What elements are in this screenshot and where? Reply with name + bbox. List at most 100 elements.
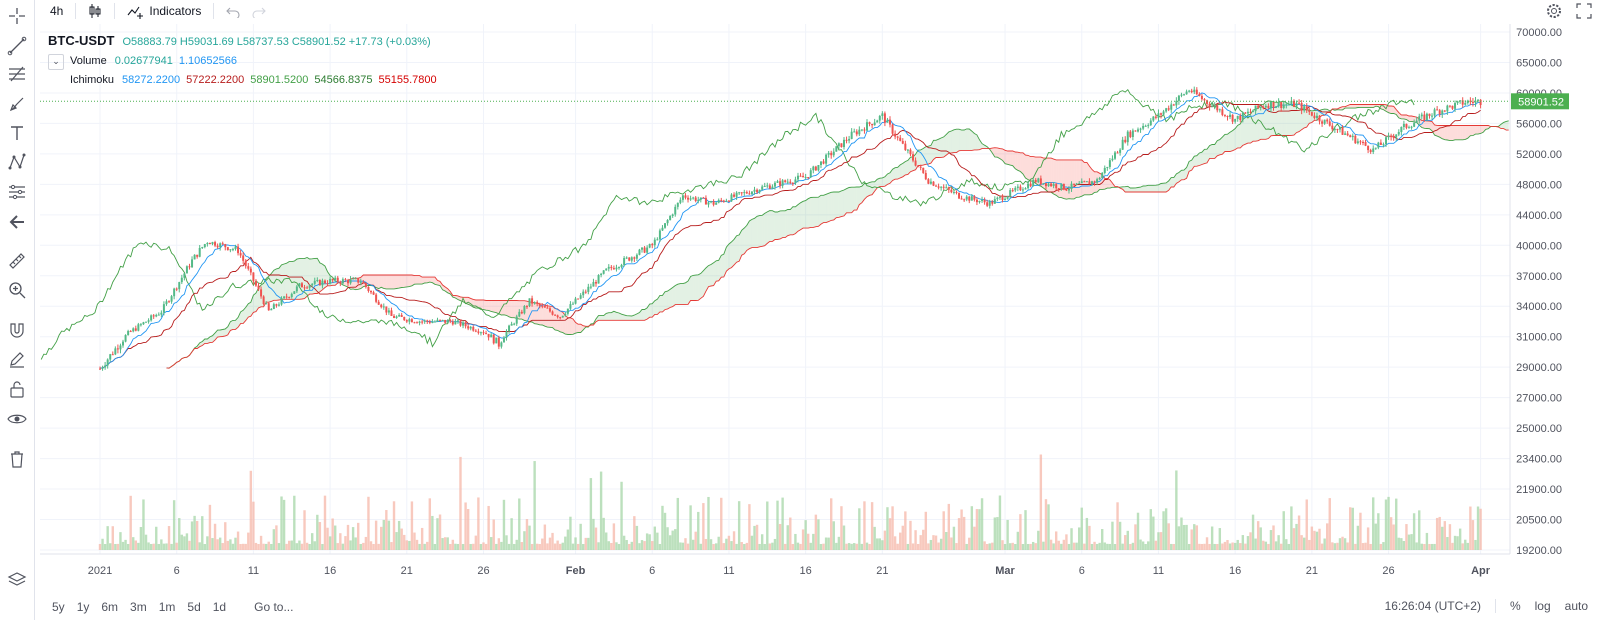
brush-icon[interactable] bbox=[7, 94, 27, 114]
price-tick-label: 34000.00 bbox=[1516, 301, 1562, 313]
indicators-button[interactable]: Indicators bbox=[149, 4, 202, 18]
volume-value-2: 1.10652566 bbox=[178, 55, 237, 67]
price-tick-label: 37000.00 bbox=[1516, 271, 1562, 283]
candles-style-icon[interactable] bbox=[88, 3, 102, 19]
price-tick-label: 19200.00 bbox=[1516, 545, 1562, 557]
candlesticks bbox=[99, 86, 1482, 371]
ichimoku-span-b-value: 55155.7800 bbox=[378, 74, 437, 86]
magnet-icon[interactable] bbox=[7, 320, 27, 340]
time-tick-label: Feb bbox=[566, 565, 586, 577]
redo-icon[interactable] bbox=[252, 4, 267, 18]
range-6m[interactable]: 6m bbox=[101, 600, 119, 614]
auto-scale-toggle[interactable]: auto bbox=[1564, 599, 1588, 613]
collapse-toggle[interactable]: ⌄ bbox=[48, 54, 64, 70]
ichimoku-chikou-value: 58901.5200 bbox=[250, 74, 309, 86]
time-tick-label: 21 bbox=[1306, 565, 1318, 577]
current-price-label: 58901.52 bbox=[1518, 96, 1564, 108]
ruler-icon[interactable] bbox=[7, 251, 27, 271]
volume-legend: ⌄ Volume 0.02677941 1.10652566 bbox=[48, 54, 237, 70]
fib-retracement-icon[interactable] bbox=[7, 64, 27, 84]
ichimoku-span-a-value: 54566.8375 bbox=[314, 74, 373, 86]
clock: 16:26:04 (UTC+2) bbox=[1384, 599, 1481, 613]
price-chart[interactable]: 70000.0065000.0060000.0056000.0052000.00… bbox=[40, 24, 1600, 594]
time-tick-label: 16 bbox=[800, 565, 812, 577]
time-tick-label: 21 bbox=[401, 565, 413, 577]
back-arrow-icon[interactable] bbox=[7, 212, 27, 232]
price-tick-label: 48000.00 bbox=[1516, 179, 1562, 191]
zoom-in-icon[interactable] bbox=[7, 280, 27, 300]
symbol-name[interactable]: BTC-USDT bbox=[48, 33, 115, 48]
volume-bars bbox=[98, 454, 1482, 550]
divider bbox=[213, 3, 215, 19]
price-tick-label: 25000.00 bbox=[1516, 423, 1562, 435]
unlock-icon[interactable] bbox=[7, 379, 27, 399]
time-tick-label: 6 bbox=[1079, 565, 1085, 577]
text-tool-icon[interactable] bbox=[7, 123, 27, 143]
range-5d[interactable]: 5d bbox=[187, 600, 201, 614]
goto-button[interactable]: Go to... bbox=[254, 600, 294, 614]
log-scale-toggle[interactable]: log bbox=[1534, 599, 1551, 613]
settings-gear-icon[interactable] bbox=[1546, 3, 1562, 19]
pattern-icon[interactable] bbox=[7, 152, 27, 172]
prediction-icon[interactable] bbox=[7, 182, 27, 202]
price-tick-label: 70000.00 bbox=[1516, 27, 1562, 39]
volume-value-1: 0.02677941 bbox=[114, 55, 173, 67]
top-toolbar: 4h Indicators bbox=[38, 0, 1600, 22]
ohlc-values: O58883.79 H59031.69 L58737.53 C58901.52 … bbox=[122, 36, 431, 48]
ichimoku-tenkan-value: 58272.2200 bbox=[122, 74, 181, 86]
price-tick-label: 29000.00 bbox=[1516, 362, 1562, 374]
indicators-icon[interactable] bbox=[127, 3, 145, 19]
time-tick-label: 11 bbox=[248, 565, 259, 577]
undo-icon[interactable] bbox=[226, 4, 240, 18]
ichimoku-legend: Ichimoku 58272.2200 57222.2200 58901.5200 54… bbox=[70, 74, 437, 86]
price-tick-label: 56000.00 bbox=[1516, 118, 1562, 130]
price-tick-label: 21900.00 bbox=[1516, 484, 1562, 496]
divider bbox=[1494, 599, 1496, 613]
time-tick-label: Apr bbox=[1471, 565, 1491, 577]
price-tick-label: 20500.00 bbox=[1516, 515, 1562, 527]
price-tick-label: 31000.00 bbox=[1516, 332, 1562, 344]
time-tick-label: 16 bbox=[1229, 565, 1241, 577]
price-tick-label: 40000.00 bbox=[1516, 240, 1562, 252]
drawing-toolbar bbox=[0, 0, 35, 620]
time-tick-label: 2021 bbox=[88, 565, 112, 577]
range-5y[interactable]: 5y bbox=[52, 600, 65, 614]
range-1m[interactable]: 1m bbox=[158, 600, 176, 614]
eye-icon[interactable] bbox=[7, 409, 27, 429]
trend-line-icon[interactable] bbox=[7, 36, 27, 56]
ichimoku-kijun-value: 57222.2200 bbox=[186, 74, 245, 86]
fullscreen-icon[interactable] bbox=[1576, 3, 1592, 19]
range-1d[interactable]: 1d bbox=[212, 600, 227, 614]
range-3m[interactable]: 3m bbox=[130, 600, 147, 614]
percent-scale-toggle[interactable]: % bbox=[1509, 599, 1521, 613]
price-tick-label: 52000.00 bbox=[1516, 149, 1562, 161]
interval-button[interactable]: 4h bbox=[50, 4, 64, 18]
price-tick-label: 27000.00 bbox=[1516, 393, 1562, 405]
layers-icon[interactable] bbox=[7, 570, 27, 590]
price-tick-label: 65000.00 bbox=[1516, 57, 1562, 69]
ichimoku-cloud bbox=[166, 100, 1509, 369]
bottom-toolbar: 5y 1y 6m 3m 1m 5d 1d Go to... 16:26:04 (… bbox=[40, 596, 1600, 618]
crosshair-icon[interactable] bbox=[7, 6, 27, 26]
divider bbox=[75, 3, 77, 19]
price-axis[interactable]: 70000.0065000.0060000.0056000.0052000.00… bbox=[1509, 24, 1600, 557]
lock-drawings-pencil-icon[interactable] bbox=[7, 349, 27, 369]
volume-label[interactable]: Volume bbox=[70, 55, 107, 67]
divider bbox=[114, 3, 116, 19]
time-tick-label: 16 bbox=[324, 565, 336, 577]
price-tick-label: 44000.00 bbox=[1516, 210, 1562, 222]
time-tick-label: 6 bbox=[649, 565, 655, 577]
time-tick-label: 26 bbox=[477, 565, 489, 577]
time-tick-label: 26 bbox=[1382, 565, 1394, 577]
time-tick-label: 21 bbox=[876, 565, 888, 577]
time-tick-label: 11 bbox=[1153, 565, 1164, 577]
time-tick-label: 11 bbox=[723, 565, 734, 577]
price-tick-label: 23400.00 bbox=[1516, 454, 1562, 466]
time-axis[interactable]: 2021 6 11 16 21 26 Feb 6 11 16 21 Mar 6 11 16 21 26 Apr bbox=[40, 553, 1510, 577]
time-tick-label: 6 bbox=[174, 565, 180, 577]
trash-icon[interactable] bbox=[7, 449, 27, 469]
range-1y[interactable]: 1y bbox=[76, 600, 90, 614]
time-tick-label: Mar bbox=[995, 565, 1015, 577]
symbol-legend: BTC-USDT O58883.79 H59031.69 L58737.53 C5… bbox=[48, 33, 431, 48]
ichimoku-label[interactable]: Ichimoku bbox=[70, 74, 115, 86]
